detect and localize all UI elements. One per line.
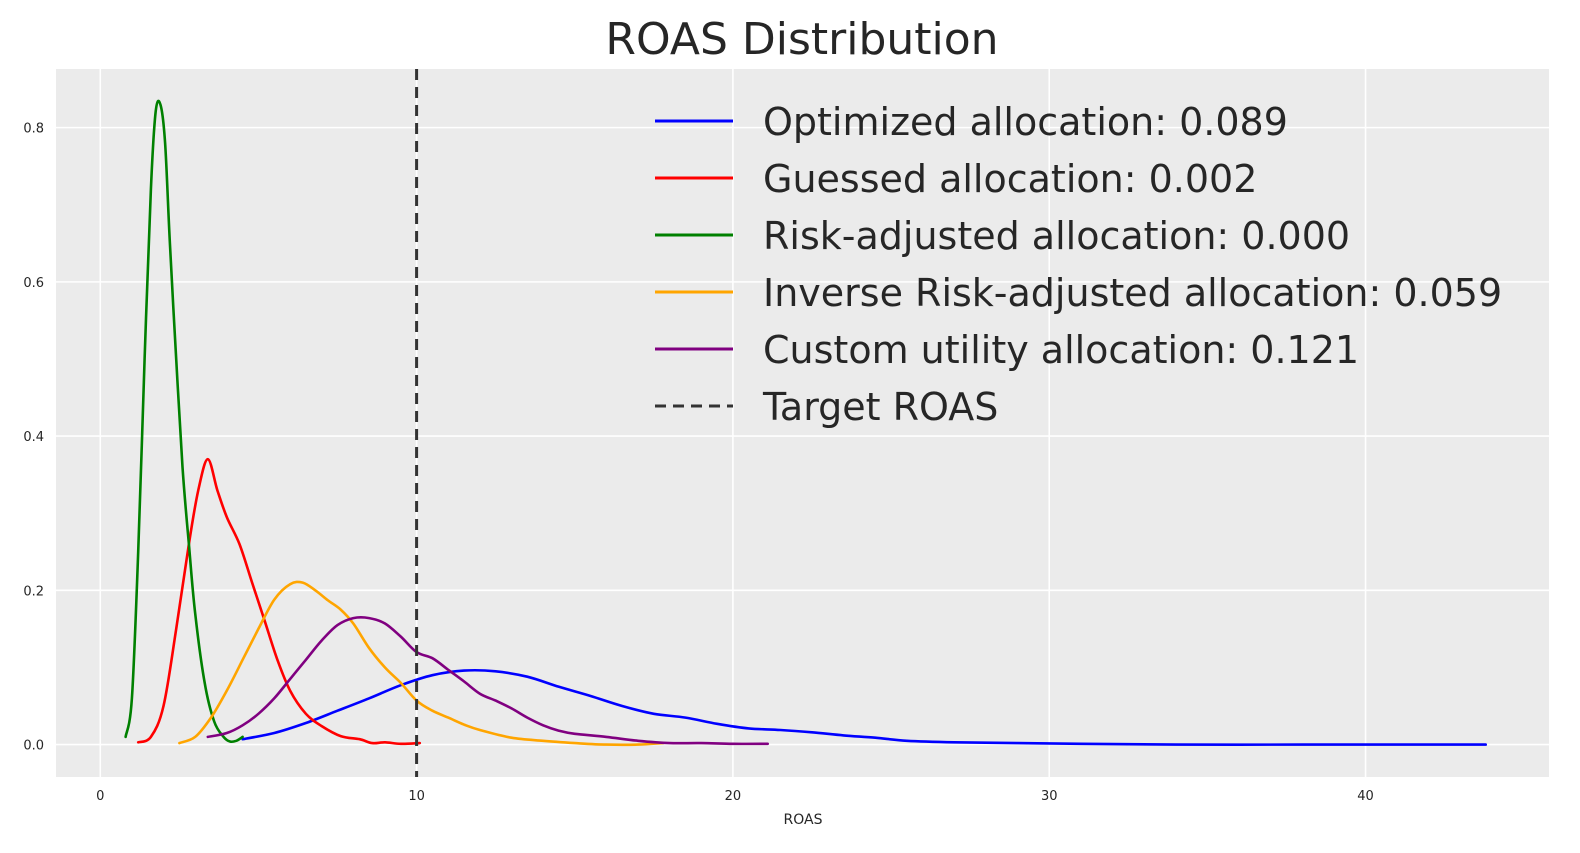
series-line-0 [241,668,1487,746]
data-series [124,69,1487,777]
x-tick-label: 20 [725,789,742,804]
x-tick-label: 40 [1357,789,1374,804]
y-tick-label: 0.6 [23,276,44,291]
legend-label: Optimized allocation: 0.089 [763,100,1288,144]
legend-label: Target ROAS [762,385,998,429]
y-tick-label: 0.2 [23,584,44,599]
axis-ticks: 0 10 20 30 40 0.0 0.2 0.4 0.6 0.8 [23,122,1373,804]
x-tick-label: 10 [408,789,425,804]
legend-label: Custom utility allocation: 0.121 [763,328,1359,372]
y-tick-label: 0.4 [23,430,44,445]
x-tick-label: 0 [96,789,104,804]
grid [56,69,1549,777]
series-line-3 [178,580,665,747]
y-tick-label: 0.0 [23,739,44,754]
legend: Optimized allocation: 0.089 Guessed alloc… [655,100,1502,429]
legend-label: Risk-adjusted allocation: 0.000 [763,214,1350,258]
series-line-2 [124,99,244,744]
legend-label: Inverse Risk-adjusted allocation: 0.059 [763,271,1502,315]
legend-label: Guessed allocation: 0.002 [763,157,1257,201]
x-axis-label: ROAS [784,812,823,828]
x-tick-label: 30 [1041,789,1058,804]
series-line-1 [136,457,422,746]
chart-title: ROAS Distribution [605,14,998,65]
plot-area [56,69,1549,777]
series-line-4 [206,616,769,746]
y-tick-label: 0.8 [23,122,44,137]
